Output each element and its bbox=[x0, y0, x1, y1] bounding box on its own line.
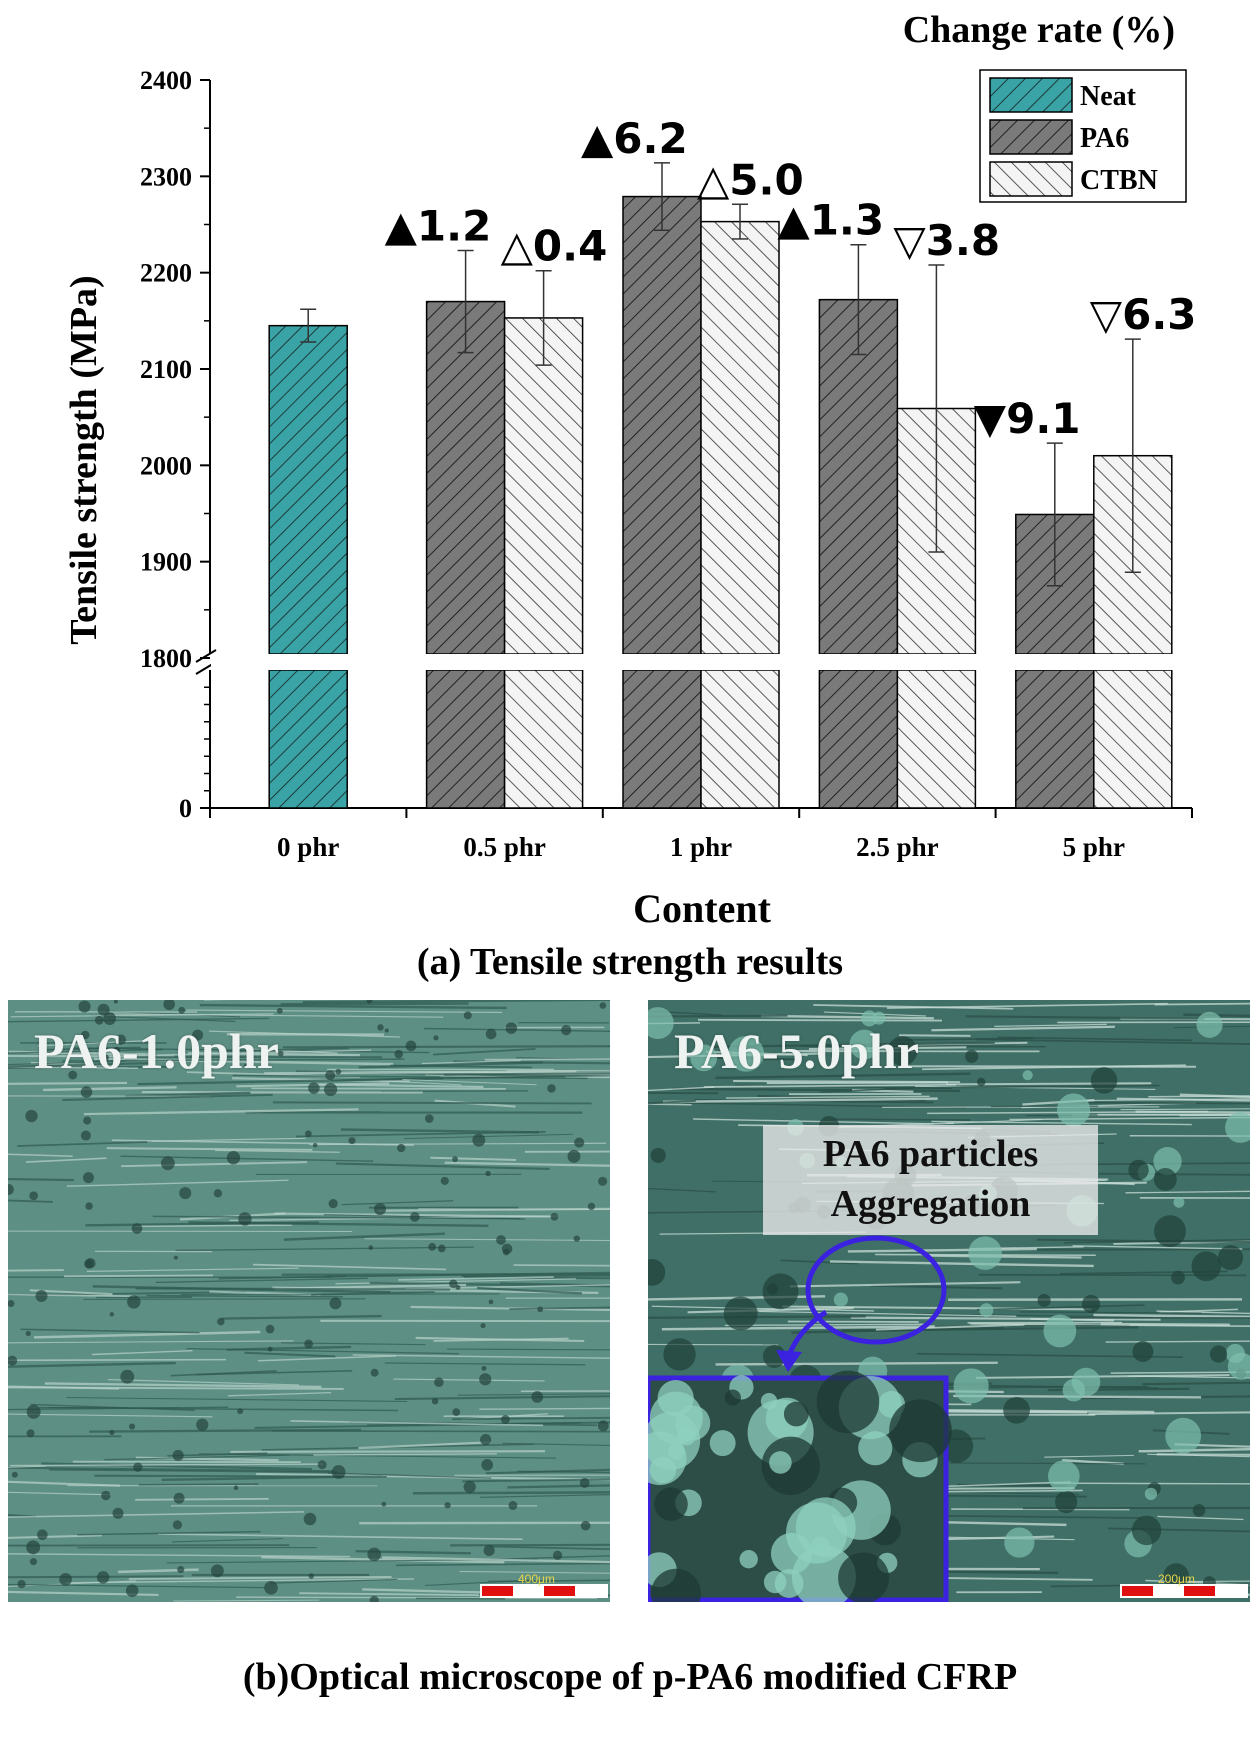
change-rate-label: △0.4 bbox=[501, 222, 608, 271]
micrograph-left-image bbox=[8, 1000, 610, 1602]
aggregation-line-2: Aggregation bbox=[830, 1183, 1031, 1225]
bar-pa6 bbox=[622, 195, 702, 655]
x-tick-label: 0.5 phr bbox=[463, 832, 546, 862]
legend-label-neat: Neat bbox=[1080, 81, 1137, 112]
aggregation-line-1: PA6 particles bbox=[822, 1133, 1039, 1175]
legend-label-pa6: PA6 bbox=[1080, 123, 1129, 154]
scale-text-right: 200μm bbox=[1158, 1572, 1195, 1586]
bar-pa6-lower bbox=[622, 669, 702, 809]
change-rate-label: ▲6.2 bbox=[581, 114, 688, 163]
error-bars-layer bbox=[300, 162, 1141, 587]
micrograph-right-image bbox=[648, 1000, 1250, 1602]
scale-bar-left bbox=[480, 1584, 608, 1598]
y-tick-label: 1900 bbox=[140, 548, 192, 577]
y-tick-label: 1800 bbox=[140, 644, 192, 673]
bar-ctbn-lower bbox=[700, 669, 780, 809]
x-tick-label: 5 phr bbox=[1063, 832, 1125, 862]
y-axis-label: Tensile strength (MPa) bbox=[63, 275, 105, 644]
legend-swatch-ctbn bbox=[989, 161, 1073, 197]
legend-swatch-neat bbox=[989, 77, 1073, 113]
y-tick-label: 2200 bbox=[140, 259, 192, 288]
x-tick-label: 0 phr bbox=[277, 832, 339, 862]
y-tick-label: 2100 bbox=[140, 355, 192, 384]
scale-text-left: 400μm bbox=[518, 1572, 555, 1586]
highlight-circle bbox=[805, 1235, 947, 1345]
aggregation-annotation: PA6 particles Aggregation bbox=[763, 1125, 1098, 1235]
bar-pa6-lower bbox=[425, 669, 506, 809]
annotations-layer: ▲1.2 △0.4 ▲6.2△5.0▲1.3 ▽3.8 ▼9.1 ▽6.3 bbox=[385, 114, 1197, 443]
legend-label-ctbn: CTBN bbox=[1080, 165, 1158, 196]
x-tick-label: 1 phr bbox=[670, 832, 732, 862]
change-rate-label: ▼9.1 bbox=[974, 394, 1081, 443]
change-rate-label: ▲1.2 bbox=[385, 202, 492, 251]
bar-ctbn-lower bbox=[503, 669, 584, 809]
y-tick-label: 2000 bbox=[140, 451, 192, 480]
caption-b: (b)Optical microscope of p-PA6 modified … bbox=[242, 1656, 1018, 1698]
x-tick-label: 2.5 phr bbox=[856, 832, 939, 862]
bar-pa6-lower bbox=[818, 669, 899, 809]
legend: Neat PA6 CTBN bbox=[979, 69, 1187, 203]
tensile-strength-chart: 2400 2300 2200 2100 2000 1900 1800 0 0 phr 0.5 ph… bbox=[63, 9, 1197, 931]
scale-bar-right bbox=[1120, 1584, 1248, 1598]
highlight-arrow-head bbox=[776, 1350, 802, 1372]
bar-pa6-lower bbox=[1015, 669, 1095, 809]
change-rate-label: ▽6.3 bbox=[1090, 290, 1197, 339]
micrograph-left: PA6-1.0phr 400μm bbox=[8, 1000, 610, 1602]
micrograph-right-label: PA6-5.0phr bbox=[674, 1023, 919, 1079]
bar-ctbn-lower bbox=[1093, 669, 1173, 809]
bars-layer bbox=[211, 195, 1193, 809]
bar-ctbn-lower bbox=[896, 669, 977, 809]
y-tick-label-zero: 0 bbox=[179, 794, 192, 823]
bar-pa6 bbox=[818, 298, 899, 655]
change-rate-label: △5.0 bbox=[697, 155, 804, 204]
y-tick-label: 2300 bbox=[140, 162, 192, 191]
bar-ctbn bbox=[700, 220, 780, 655]
change-rate-label: ▽3.8 bbox=[893, 216, 1000, 265]
caption-a: (a) Tensile strength results bbox=[416, 941, 844, 983]
bar-ctbn bbox=[503, 317, 584, 655]
change-rate-label: ▲1.3 bbox=[777, 196, 884, 245]
bar-pa6 bbox=[425, 300, 506, 655]
bar-neat bbox=[268, 324, 348, 655]
axis-break-mark bbox=[195, 649, 217, 663]
x-axis-label: Content bbox=[633, 886, 771, 931]
chart-title: Change rate (%) bbox=[903, 9, 1175, 51]
axis-break-gap bbox=[211, 654, 1193, 670]
axis-layer: 2400 2300 2200 2100 2000 1900 1800 0 0 phr 0.5 ph… bbox=[140, 66, 1193, 862]
zoom-inset bbox=[648, 1370, 952, 1602]
micrograph-left-label: PA6-1.0phr bbox=[34, 1023, 279, 1079]
micrograph-right: PA6-5.0phr PA6 particles Aggregation 200… bbox=[648, 1000, 1250, 1602]
legend-swatch-pa6 bbox=[989, 119, 1073, 155]
y-tick-label: 2400 bbox=[140, 66, 192, 95]
bar-neat-lower bbox=[268, 669, 348, 809]
